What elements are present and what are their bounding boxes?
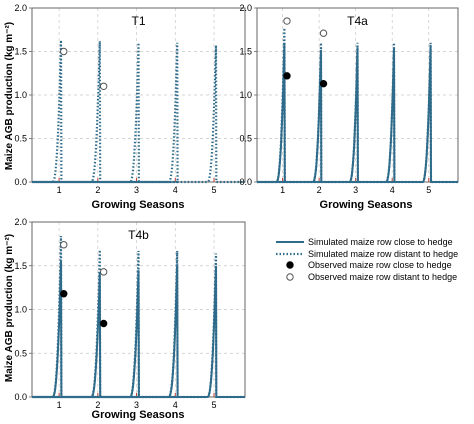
x-tick-label: 4 (390, 185, 395, 195)
x-tick-label: 5 (426, 185, 431, 195)
y-tick-label: 1.5 (14, 47, 27, 57)
observed-distant-point (283, 17, 291, 25)
observed-close-point (283, 72, 291, 80)
y-tick-label: 2.0 (239, 3, 252, 13)
x-tick-label: 1 (57, 185, 62, 195)
x-tick-label: 4 (173, 185, 178, 195)
legend: Simulated maize row close to hedge Simul… (276, 237, 458, 282)
y-tick-label: 1.0 (14, 305, 27, 315)
x-axis-label-t1: Growing Seasons (92, 199, 185, 211)
observed-distant-point (60, 241, 68, 249)
observed-distant-point (319, 29, 328, 37)
x-tick-label: 3 (134, 400, 139, 410)
y-tick-label: 2.0 (14, 3, 27, 13)
y-tick-label: 0.5 (14, 348, 27, 358)
y-tick-label: 2.0 (14, 217, 27, 227)
panel-title: T4b (128, 228, 149, 242)
y-tick-label: 1.5 (239, 47, 252, 57)
panel-title: T4a (347, 14, 368, 28)
observed-distant-point (99, 82, 108, 91)
legend-obs-close-label: Observed maize row close to hedge (308, 260, 452, 270)
x-tick-label: 3 (353, 185, 358, 195)
y-tick-label: 0.0 (14, 392, 27, 402)
series-distant-line (257, 27, 458, 184)
observed-close-point (319, 79, 328, 88)
y-axis-label-top: Maize AGB production (kg m⁻²) (4, 22, 15, 170)
x-tick-label: 5 (212, 185, 217, 195)
x-tick-label: 1 (57, 400, 62, 410)
y-tick-label: 0.5 (14, 134, 27, 144)
x-axis-label-t4b: Growing Seasons (92, 409, 185, 421)
observed-close-point (60, 290, 68, 298)
y-tick-label: 1.0 (14, 90, 27, 100)
y-tick-label: 0.5 (239, 134, 252, 144)
y-tick-label: 0.0 (239, 177, 252, 187)
legend-obs-close-marker (286, 261, 294, 269)
series-distant-line (32, 235, 245, 399)
observed-close-point (99, 319, 108, 328)
legend-distant-label: Simulated maize row distant to hedge (308, 249, 458, 259)
x-tick-label: 5 (212, 400, 217, 410)
x-tick-label: 1 (280, 185, 285, 195)
legend-obs-distant-marker (286, 273, 294, 281)
panel-t4a: 0.0 0.5 1.0 1.5 2.0 1 2 3 4 5 T4a (239, 3, 459, 195)
x-tick-label: 3 (134, 185, 139, 195)
x-axis-label-t4a: Growing Seasons (320, 199, 413, 211)
x-tick-label: 2 (95, 400, 100, 410)
panel-t1: 0.0 0.5 1.0 1.5 2.0 1 2 3 4 5 T1 (14, 3, 246, 195)
legend-obs-distant-label: Observed maize row distant to hedge (308, 272, 457, 282)
y-axis-label-bottom: Maize AGB production (kg m⁻²) (4, 234, 15, 382)
x-tick-label: 2 (317, 185, 322, 195)
observed-distant-point (60, 47, 68, 56)
series-distant-line (32, 40, 245, 184)
y-tick-label: 0.0 (14, 177, 27, 187)
y-tick-label: 1.5 (14, 261, 27, 271)
x-tick-label: 2 (95, 185, 100, 195)
observed-distant-point (99, 268, 108, 276)
legend-close-label: Simulated maize row close to hedge (308, 237, 453, 247)
panel-t4b: 0.0 0.5 1.0 1.5 2.0 1 2 3 4 5 T4b (14, 217, 246, 410)
y-tick-label: 1.0 (239, 90, 252, 100)
panel-title: T1 (131, 14, 145, 28)
x-tick-label: 4 (173, 400, 178, 410)
